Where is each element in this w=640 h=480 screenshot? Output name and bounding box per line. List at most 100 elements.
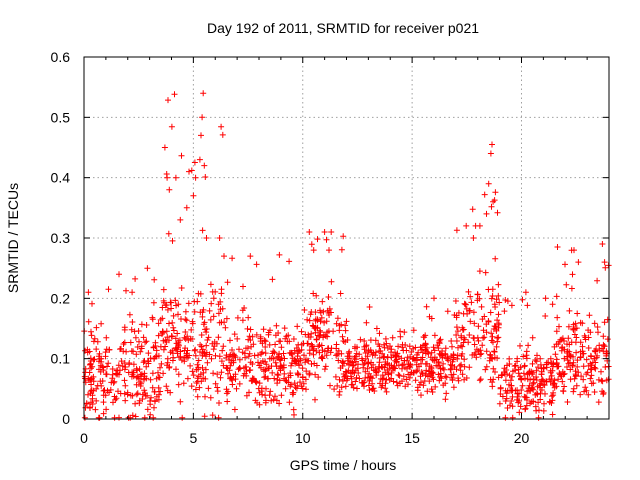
data-point: [477, 376, 484, 383]
data-point: [533, 374, 540, 380]
data-point: [431, 295, 437, 302]
data-point: [118, 345, 124, 352]
data-point: [151, 398, 158, 405]
data-point: [466, 307, 473, 314]
data-point: [548, 393, 555, 400]
data-point: [363, 342, 370, 349]
data-point: [601, 259, 608, 266]
data-point: [288, 360, 295, 366]
data-point: [152, 339, 159, 346]
data-point: [217, 306, 224, 313]
data-point: [182, 308, 189, 315]
data-point: [336, 388, 343, 395]
data-point: [487, 351, 494, 358]
data-point: [575, 369, 582, 376]
data-point: [253, 261, 260, 268]
data-point: [422, 361, 429, 367]
data-point: [509, 373, 515, 380]
data-point: [488, 355, 495, 361]
data-point: [173, 366, 179, 373]
data-point: [140, 334, 147, 341]
data-point: [312, 324, 319, 331]
data-point: [397, 333, 404, 340]
data-point: [529, 385, 536, 392]
data-point: [164, 387, 171, 394]
data-point: [353, 374, 360, 381]
data-point: [440, 382, 447, 389]
data-point: [520, 370, 527, 377]
data-point: [585, 391, 592, 398]
data-point: [143, 363, 150, 370]
data-point: [103, 346, 110, 353]
data-point: [516, 373, 523, 380]
data-point: [292, 384, 299, 391]
data-point: [323, 236, 330, 243]
data-point: [400, 373, 407, 380]
data-point: [482, 269, 489, 276]
data-point: [326, 305, 333, 312]
data-point: [522, 375, 528, 382]
data-point: [585, 362, 592, 369]
data-point: [256, 380, 263, 387]
data-point: [317, 307, 323, 314]
data-point: [494, 335, 501, 341]
data-point: [223, 386, 230, 393]
data-point: [165, 230, 172, 237]
data-point: [273, 322, 280, 329]
data-point: [397, 328, 404, 335]
data-point: [217, 374, 224, 381]
data-point: [202, 174, 209, 180]
data-point: [514, 358, 521, 365]
data-point: [574, 310, 581, 317]
data-point: [259, 349, 266, 356]
data-point: [323, 352, 330, 359]
data-point: [458, 361, 465, 368]
data-point: [547, 378, 554, 385]
data-point: [588, 353, 595, 360]
data-point: [408, 369, 415, 376]
data-point: [526, 382, 533, 389]
data-point: [124, 389, 131, 396]
data-point: [516, 409, 523, 416]
data-point: [427, 354, 434, 361]
data-point: [492, 255, 499, 262]
data-point: [291, 411, 297, 418]
data-point: [245, 314, 252, 321]
data-point: [324, 333, 331, 340]
data-point: [395, 353, 402, 360]
data-point: [249, 361, 256, 367]
data-point: [286, 399, 293, 406]
data-point: [353, 358, 359, 365]
data-point: [316, 342, 323, 348]
data-point: [165, 97, 171, 104]
data-point: [253, 331, 260, 338]
data-point: [247, 337, 254, 344]
data-point: [121, 377, 128, 384]
data-point: [579, 343, 586, 350]
data-point: [280, 350, 287, 357]
data-point: [523, 402, 530, 409]
data-point: [450, 384, 457, 391]
data-point: [320, 308, 327, 315]
data-point: [529, 334, 536, 341]
data-point: [148, 394, 154, 401]
data-point: [343, 318, 350, 325]
data-point: [149, 384, 156, 391]
data-point: [547, 367, 554, 374]
data-point: [494, 355, 501, 362]
data-point: [383, 388, 390, 395]
data-point: [342, 327, 349, 334]
x-tick-label: 20: [514, 430, 530, 446]
data-point: [591, 355, 598, 362]
data-point: [155, 320, 162, 327]
data-point: [218, 358, 225, 365]
data-point: [445, 357, 452, 364]
data-point: [592, 365, 599, 372]
data-point: [292, 357, 299, 364]
data-point: [214, 384, 221, 391]
data-point: [122, 364, 129, 370]
data-point: [494, 209, 501, 216]
data-point: [483, 210, 490, 217]
data-point: [191, 347, 198, 354]
data-point: [115, 362, 122, 369]
